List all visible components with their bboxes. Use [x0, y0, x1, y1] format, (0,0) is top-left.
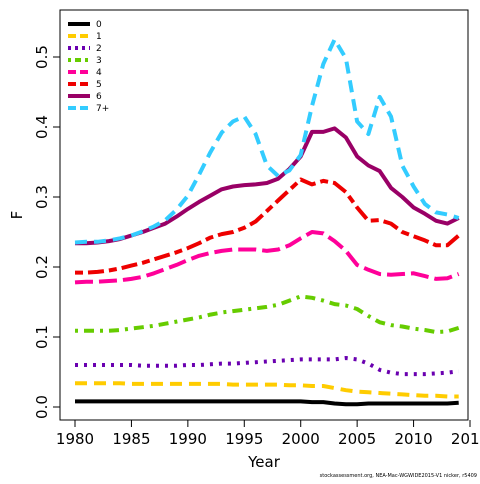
legend-label-7: 7+	[96, 104, 109, 114]
series-line-5	[75, 177, 461, 275]
series-line-3	[75, 294, 460, 335]
legend-label-2: 2	[96, 44, 102, 54]
legend-label-0: 0	[96, 20, 102, 30]
x-tick-label-1: 1985	[112, 430, 150, 448]
series-line-7	[74, 37, 460, 245]
series-line-4	[74, 230, 460, 285]
y-tick-label-1: 0.1	[33, 325, 51, 349]
x-tick-label-6: 2010	[394, 430, 432, 448]
y-tick-label-5: 0.5	[33, 45, 51, 69]
x-tick-label-3: 1995	[225, 430, 263, 448]
series-line-2	[75, 356, 459, 377]
y-axis: 0.0 0.1 0.2 0.3 0.4 0.5	[33, 45, 60, 419]
series-line-0	[75, 399, 459, 407]
legend-label-6: 6	[96, 92, 102, 102]
legend-label-5: 5	[96, 80, 102, 90]
legend-label-4: 4	[96, 68, 102, 78]
y-tick-label-3: 0.3	[33, 185, 51, 209]
x-tick-label-4: 2000	[282, 430, 320, 448]
x-axis-title: Year	[247, 453, 281, 471]
footnote: stockassessment.org, NEA-Mac-WGWIDE2015-…	[320, 473, 477, 479]
plot-frame	[59, 9, 469, 421]
y-tick-label-0: 0.0	[33, 395, 51, 419]
legend-label-1: 1	[96, 32, 102, 42]
y-tick-label-4: 0.4	[33, 115, 51, 139]
legend: 0 1 2 3 4 5 6 7+	[68, 20, 109, 114]
y-axis-title: F	[8, 211, 26, 220]
x-tick-label-5: 2005	[338, 430, 376, 448]
series-lines	[74, 37, 461, 407]
x-tick-label-0: 1980	[56, 430, 94, 448]
x-axis: 1980 1985 1990 1995 2000 2005 2010 2015	[56, 420, 480, 448]
legend-label-3: 3	[96, 56, 102, 66]
y-tick-label-2: 0.2	[33, 255, 51, 279]
x-tick-label-2: 1990	[169, 430, 207, 448]
series-line-1	[75, 381, 459, 399]
series-line-6	[75, 126, 460, 246]
x-tick-label-7: 2015	[451, 430, 480, 448]
